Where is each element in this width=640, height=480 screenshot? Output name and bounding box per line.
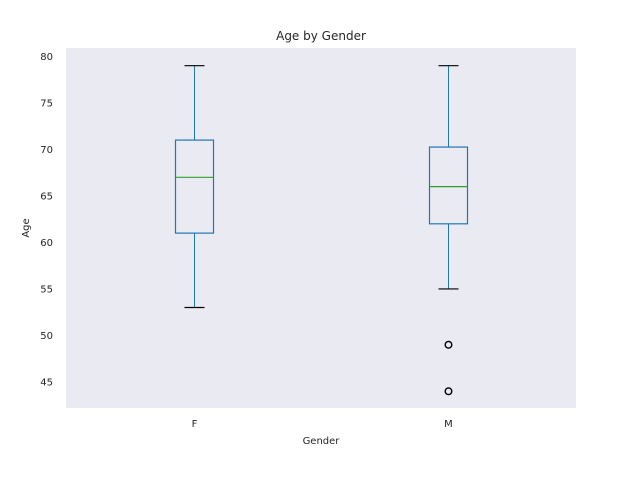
y-axis-label: Age xyxy=(21,218,32,237)
y-tick-labels: 45 50 55 60 65 70 75 80 xyxy=(40,52,53,389)
y-tick-label: 50 xyxy=(40,331,53,342)
outlier-point xyxy=(444,340,453,349)
chart-title: Age by Gender xyxy=(276,29,366,43)
y-tick-label: 60 xyxy=(40,238,53,249)
plot-background xyxy=(66,48,576,408)
box-plots xyxy=(174,65,469,396)
x-tick-label: M xyxy=(444,419,453,430)
y-tick-label: 70 xyxy=(40,145,53,156)
y-tick-label: 55 xyxy=(40,284,53,295)
x-tick-label: F xyxy=(192,419,198,430)
y-tick-label: 75 xyxy=(40,98,53,109)
y-tick-label: 65 xyxy=(40,191,53,202)
x-axis-label: Gender xyxy=(303,436,341,447)
box-M xyxy=(428,65,469,396)
y-tick-label: 80 xyxy=(40,52,53,63)
outlier-point xyxy=(444,387,453,396)
box-iqr xyxy=(428,146,469,225)
box-iqr xyxy=(174,139,215,234)
box-F xyxy=(174,65,215,309)
y-tick-label: 45 xyxy=(40,377,53,388)
